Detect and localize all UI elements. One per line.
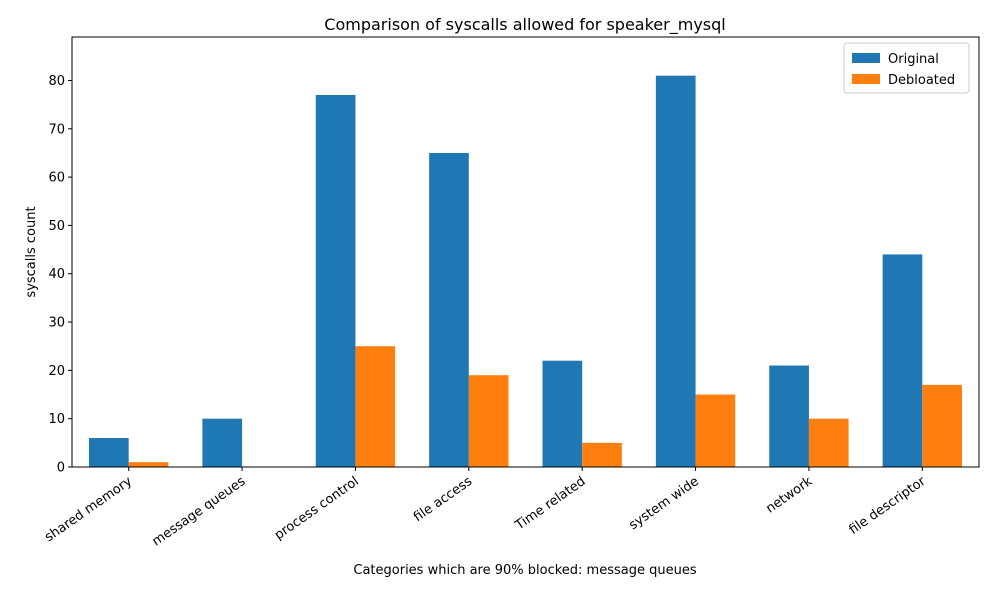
legend-swatch-original (852, 53, 880, 63)
x-tick-label: file access (411, 474, 475, 525)
x-tick-label: file descriptor (847, 474, 930, 538)
bar-original-system-wide (655, 75, 696, 468)
y-tick-label: 40 (48, 267, 65, 282)
bar-original-network (769, 365, 809, 467)
y-tick-label: 60 (48, 171, 65, 186)
y-tick-label: 20 (48, 364, 65, 379)
bar-debloated-file-access (468, 375, 509, 467)
y-axis: 0 10 20 30 40 50 60 70 80 (48, 74, 72, 476)
plot-area (71, 36, 980, 468)
y-tick-label: 50 (48, 219, 65, 234)
x-tick-label: system wide (626, 474, 701, 533)
bar-original-message-queues (202, 418, 243, 467)
bar-original-file-descriptor (882, 254, 923, 467)
y-tick-label: 80 (48, 74, 65, 89)
bar-debloated-file-descriptor (922, 384, 962, 467)
x-tick-label: process control (272, 474, 362, 543)
chart-title: Comparison of syscalls allowed for speak… (324, 15, 725, 35)
bar-original-file-access (429, 152, 469, 467)
plot-frame (71, 36, 980, 468)
bar-original-shared-memory (89, 438, 129, 467)
x-tick-label: shared memory (42, 474, 135, 545)
y-tick-label: 70 (48, 122, 65, 137)
bar-debloated-shared-memory (128, 462, 169, 467)
x-axis-label: Categories which are 90% blocked: messag… (353, 563, 696, 578)
legend-label-debloated: Debloated (888, 73, 955, 88)
x-axis: shared memory message queues process contr… (42, 467, 929, 549)
legend: Original Debloated (843, 42, 970, 94)
bar-debloated-system-wide (695, 394, 736, 467)
x-tick-label: Time related (512, 474, 589, 534)
y-tick-label: 0 (57, 461, 65, 476)
bar-original-time-related (542, 360, 583, 467)
bar-debloated-process-control (355, 346, 396, 467)
x-tick-label: network (763, 474, 815, 517)
bar-debloated-time-related (582, 442, 622, 467)
y-tick-label: 30 (48, 316, 65, 331)
x-tick-label: message queues (150, 474, 249, 550)
bar-debloated-network (808, 418, 849, 467)
legend-swatch-debloated (852, 74, 880, 84)
y-tick-label: 10 (48, 412, 65, 427)
bar-original-process-control (315, 94, 356, 467)
y-axis-label: syscalls count (24, 206, 39, 297)
legend-label-original: Original (888, 52, 939, 67)
